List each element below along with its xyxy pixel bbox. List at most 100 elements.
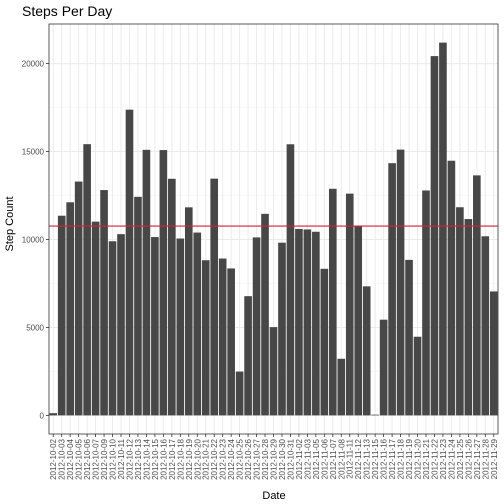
y-tick-label: 0 bbox=[40, 411, 45, 420]
bar bbox=[125, 109, 134, 416]
x-tick-label: 2012-10-07 bbox=[92, 438, 101, 479]
bar bbox=[439, 42, 447, 416]
x-tick-label: 2012-11-23 bbox=[439, 438, 448, 479]
x-tick-label: 2012-10-30 bbox=[278, 438, 287, 479]
y-axis: 0 5000 10000 15000 20000 bbox=[22, 60, 49, 420]
bar bbox=[388, 163, 396, 416]
bar bbox=[456, 207, 464, 416]
x-tick-label: 2012-11-25 bbox=[456, 438, 465, 479]
x-tick-label: 2012-10-25 bbox=[236, 438, 245, 479]
y-axis-title: Step Count bbox=[4, 196, 16, 251]
bar bbox=[396, 149, 405, 416]
x-tick-label: 2012-11-21 bbox=[422, 438, 431, 479]
bar bbox=[108, 241, 117, 416]
bar bbox=[413, 336, 422, 416]
x-tick-label: 2012-11-28 bbox=[481, 438, 490, 479]
bar bbox=[66, 202, 74, 416]
bar bbox=[176, 238, 185, 416]
x-tick-label: 2012-10-18 bbox=[176, 438, 185, 479]
bar bbox=[201, 260, 210, 416]
x-tick-label: 2012-10-04 bbox=[66, 438, 75, 479]
x-tick-label: 2012-10-20 bbox=[193, 438, 202, 479]
x-tick-label: 2012-11-17 bbox=[388, 438, 397, 479]
x-tick-label: 2012-10-13 bbox=[134, 438, 143, 479]
x-tick-label: 2012-10-28 bbox=[261, 438, 270, 479]
x-tick-label: 2012-11-18 bbox=[397, 438, 406, 479]
bar bbox=[447, 160, 456, 416]
plot-panel bbox=[48, 23, 499, 435]
x-tick-label: 2012-11-05 bbox=[312, 438, 321, 479]
x-tick-label: 2012-10-05 bbox=[75, 438, 84, 479]
bar bbox=[473, 175, 481, 416]
y-tick-label: 20000 bbox=[22, 60, 45, 69]
x-tick-label: 2012-10-11 bbox=[117, 438, 126, 479]
bar bbox=[159, 150, 168, 416]
x-tick-label: 2012-10-02 bbox=[49, 438, 58, 479]
bar bbox=[295, 228, 303, 416]
bar bbox=[210, 178, 219, 416]
x-tick-label: 2012-11-16 bbox=[380, 438, 389, 479]
bar bbox=[481, 236, 490, 416]
chart-title: Steps Per Day bbox=[22, 3, 112, 19]
x-tick-label: 2012-10-23 bbox=[219, 438, 228, 479]
bar bbox=[227, 268, 235, 416]
bar bbox=[151, 237, 159, 416]
x-tick-label: 2012-11-27 bbox=[473, 438, 482, 479]
x-tick-label: 2012-11-19 bbox=[405, 438, 414, 479]
bar bbox=[354, 226, 363, 416]
bar bbox=[117, 234, 125, 416]
x-tick-label: 2012-10-12 bbox=[125, 438, 134, 479]
x-axis-title: Date bbox=[262, 490, 285, 502]
x-tick-label: 2012-10-14 bbox=[142, 438, 151, 479]
bar bbox=[134, 196, 142, 416]
x-tick-label: 2012-11-08 bbox=[337, 438, 346, 479]
bar bbox=[244, 296, 252, 416]
bar bbox=[328, 188, 337, 416]
bar bbox=[218, 258, 227, 416]
x-tick-label: 2012-10-09 bbox=[100, 438, 109, 479]
bar bbox=[345, 193, 354, 416]
x-tick-label: 2012-10-17 bbox=[168, 438, 177, 479]
x-tick-label: 2012-11-02 bbox=[295, 438, 304, 479]
bar bbox=[371, 414, 379, 416]
bar bbox=[261, 213, 269, 416]
bar bbox=[430, 56, 439, 416]
bar bbox=[269, 327, 278, 416]
x-tick-label: 2012-11-26 bbox=[464, 438, 473, 479]
x-axis: 2012-10-02 2012-10-03 2012-10-04 2012-10-05… bbox=[49, 434, 499, 480]
bar bbox=[320, 268, 329, 416]
x-tick-label: 2012-10-06 bbox=[83, 438, 92, 479]
x-tick-label: 2012-11-03 bbox=[303, 438, 312, 479]
x-tick-label: 2012-11-29 bbox=[490, 438, 499, 479]
x-tick-label: 2012-10-27 bbox=[253, 438, 262, 479]
x-tick-label: 2012-10-10 bbox=[109, 438, 118, 479]
bar bbox=[489, 291, 498, 416]
y-tick-label: 10000 bbox=[22, 236, 45, 245]
y-tick-label: 5000 bbox=[26, 323, 44, 332]
bar bbox=[422, 190, 430, 416]
x-tick-label: 2012-11-07 bbox=[329, 438, 338, 479]
x-tick-label: 2012-11-06 bbox=[320, 438, 329, 479]
bar bbox=[405, 259, 413, 416]
bar bbox=[142, 149, 151, 416]
bar bbox=[303, 229, 312, 416]
x-tick-label: 2012-11-13 bbox=[363, 438, 372, 479]
bar bbox=[57, 215, 66, 416]
x-tick-label: 2012-10-22 bbox=[210, 438, 219, 479]
bar bbox=[379, 319, 388, 416]
x-tick-label: 2012-10-26 bbox=[244, 438, 253, 479]
bar bbox=[193, 232, 202, 416]
bar bbox=[362, 286, 371, 416]
x-tick-label: 2012-11-24 bbox=[447, 438, 456, 479]
bar bbox=[252, 237, 261, 416]
x-tick-label: 2012-11-11 bbox=[346, 438, 355, 478]
bar bbox=[91, 221, 100, 416]
bar bbox=[235, 371, 244, 416]
y-tick-label: 15000 bbox=[22, 148, 45, 157]
x-tick-label: 2012-10-31 bbox=[286, 438, 295, 479]
bar bbox=[49, 413, 58, 416]
bar bbox=[184, 207, 193, 416]
bar bbox=[278, 242, 286, 416]
x-tick-label: 2012-11-12 bbox=[354, 438, 363, 479]
